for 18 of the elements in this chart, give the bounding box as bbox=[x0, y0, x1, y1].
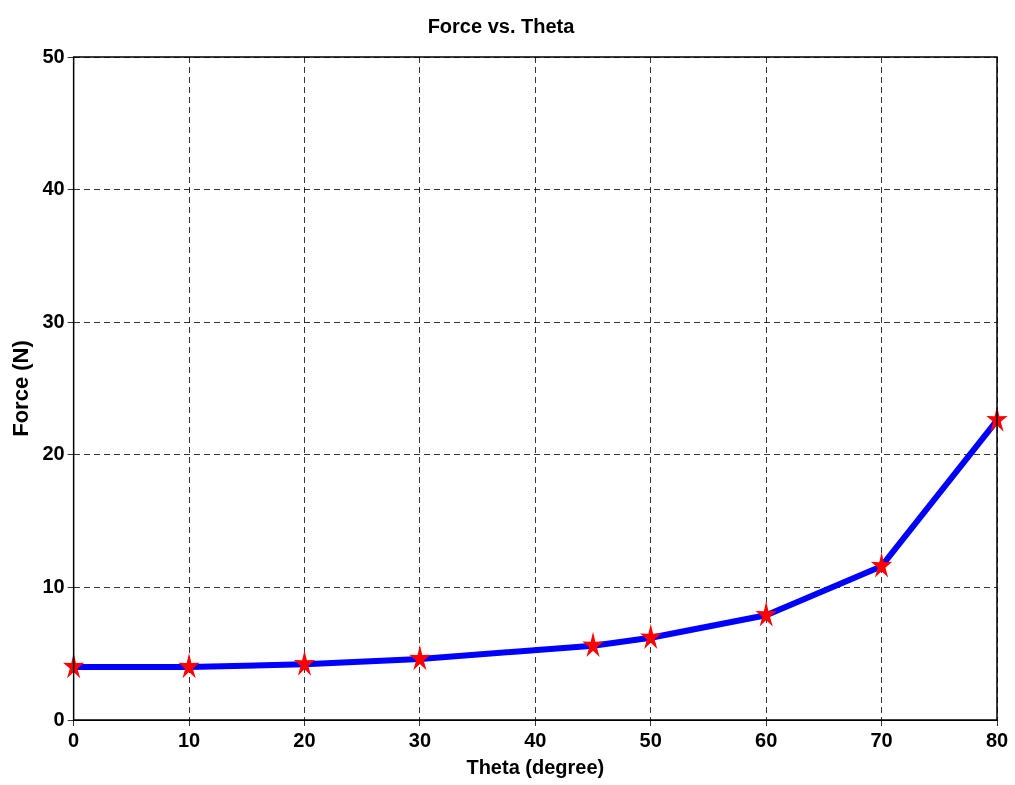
x-tick-label: 50 bbox=[639, 728, 662, 751]
x-tick-label: 40 bbox=[524, 728, 547, 751]
x-tick-label: 80 bbox=[985, 728, 1009, 751]
y-tick-label: 30 bbox=[42, 309, 65, 332]
y-axis-title: Force (N) bbox=[8, 340, 34, 437]
y-tick-label: 20 bbox=[42, 442, 65, 465]
x-tick-label: 30 bbox=[408, 728, 432, 751]
x-axis-title: Theta (degree) bbox=[466, 755, 605, 778]
x-tick-label: 60 bbox=[755, 728, 778, 751]
x-tick-label: 70 bbox=[870, 728, 893, 751]
chart-title: Force vs. Theta bbox=[427, 14, 576, 37]
x-tick-label: 0 bbox=[68, 728, 80, 751]
x-tick-label: 10 bbox=[177, 728, 201, 751]
y-tick-label: 0 bbox=[53, 707, 65, 730]
x-tick-label: 20 bbox=[293, 728, 316, 751]
y-tick-label: 40 bbox=[42, 177, 65, 200]
y-tick-label: 50 bbox=[42, 44, 65, 67]
y-tick-label: 10 bbox=[42, 574, 65, 597]
